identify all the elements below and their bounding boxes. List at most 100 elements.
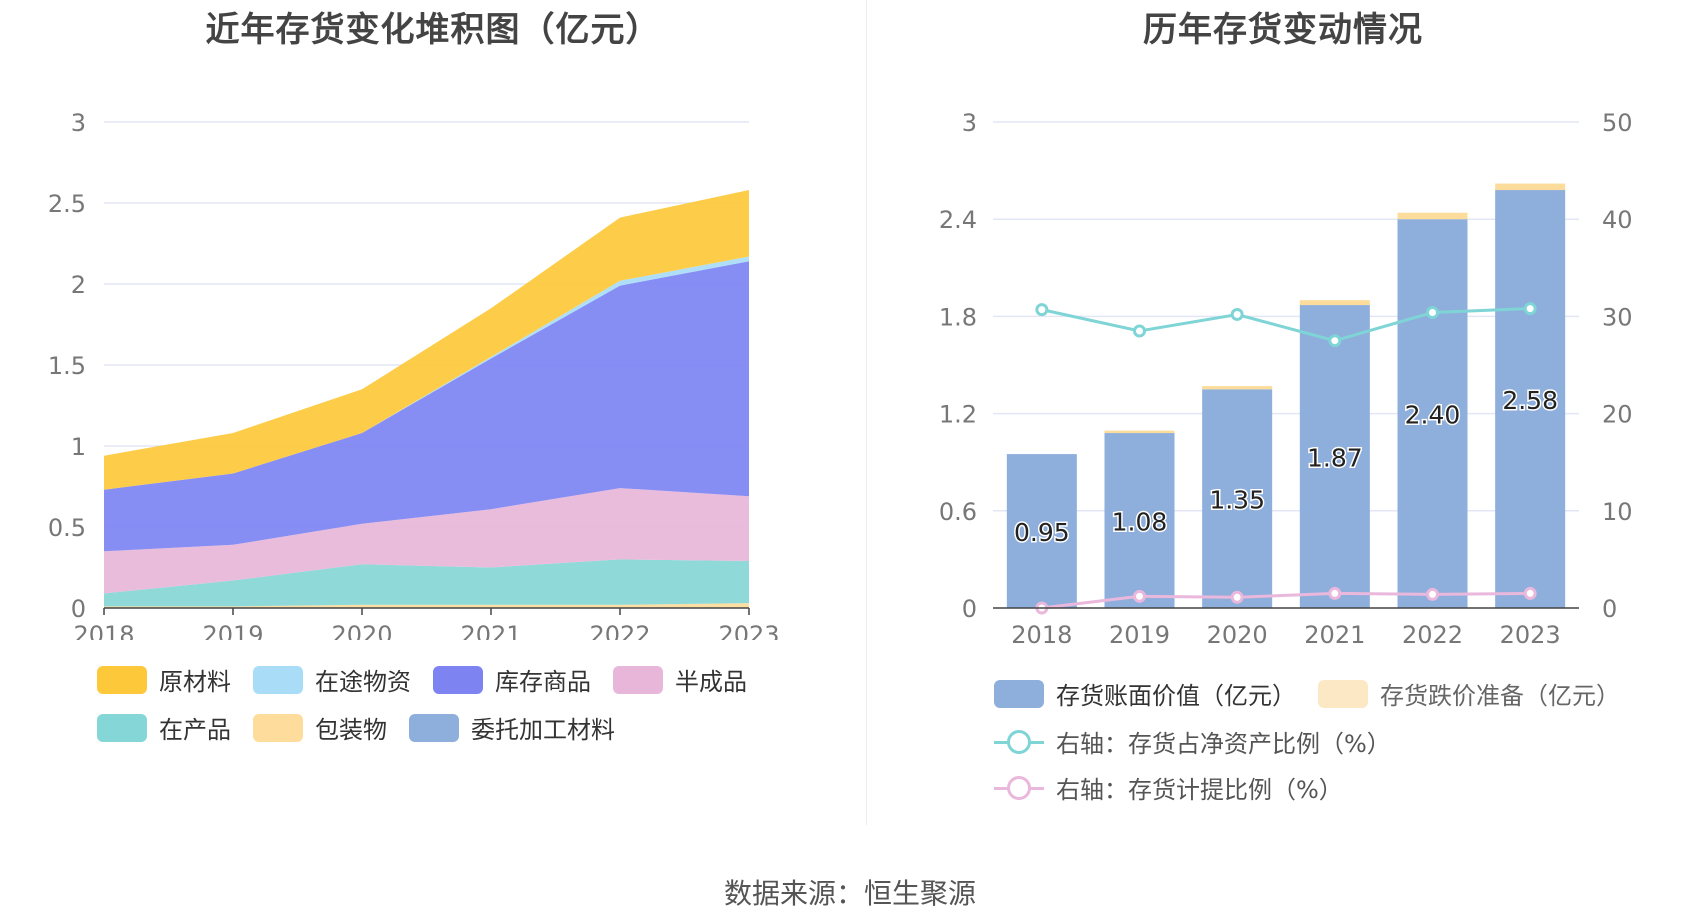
line-point [1328,334,1342,348]
legend-label-packaging: 包装物 [315,716,387,744]
legend-item-packaging[interactable]: 包装物 [253,710,387,745]
y2-tick-label: 40 [1602,206,1633,234]
left-chart-title: 近年存货变化堆积图（亿元） [205,10,661,50]
right-chart-panel: 历年存货变动情况 0 0.6 1.2 1.8 2.4 3 0 10 20 30 40 50 0.95 1.… [866,0,1700,830]
line-point [1328,586,1342,600]
legend-item-book-value[interactable]: 存货账面价值（亿元） [994,676,1296,711]
x-tick-label: 2020 [1207,621,1268,649]
left-chart-panel: 近年存货变化堆积图（亿元） 0 0.5 1 1.5 2 2.5 3 2018 2019 2020 2… [0,0,866,830]
line-point [1230,307,1244,321]
y-tick-label: 3 [962,109,977,137]
y-tick-label: 2.4 [939,206,977,234]
bar-value-label: 1.35 [1209,486,1265,515]
line-point [1035,303,1049,317]
legend-swatch-semi-finished [613,665,663,694]
y2-tick-label: 10 [1602,498,1633,526]
bar-book-value [1299,305,1370,608]
bar-book-value [1006,454,1077,608]
y2-tick-label: 0 [1602,595,1617,623]
bar-impairment [1495,183,1566,191]
right-chart-title: 历年存货变动情况 [1143,10,1423,50]
legend-swatch-packaging [253,713,303,742]
area-series [104,261,749,552]
y-tick-label: 0.6 [939,498,977,526]
x-tick-label: 2018 [1011,621,1072,649]
line-point [1133,324,1146,338]
y-tick-label: 0 [71,595,86,623]
legend-item-semi-finished[interactable]: 半成品 [613,662,747,697]
y-tick-label: 0.5 [48,514,86,542]
legend-swatch-outsourced [409,713,459,742]
legend-label-in-transit: 在途物资 [315,668,411,696]
x-tick-label: 2021 [1304,621,1365,649]
line-ratio-net-assets [1041,307,1531,343]
bar-value-label: 0.95 [1014,518,1070,547]
y-tick-label: 3 [71,109,86,137]
line-point [1230,590,1244,604]
y-tick-label: 0 [962,595,977,623]
x-tick-label: 2019 [1109,621,1170,649]
left-legend: 原材料 在途物资 库存商品 半成品 在产品 包装物 委托加工材料 [0,660,866,770]
legend-item-provision-ratio[interactable]: 右轴：存货计提比例（%） [994,770,1343,805]
legend-swatch-provision-ratio [994,774,1044,802]
x-tick-label: 2022 [589,621,650,640]
legend-item-raw-material[interactable]: 原材料 [97,662,231,697]
bar-value-label: 1.08 [1112,508,1168,537]
data-source: 数据来源：恒生聚源 [723,877,976,910]
x-tick-label: 2021 [460,621,521,640]
x-tick-label: 2022 [1402,621,1463,649]
bar-value-label: 2.40 [1405,401,1461,430]
y-tick-label: 1 [71,433,86,461]
line-point [1426,306,1439,320]
bar-book-value [1397,219,1468,608]
x-tick-label: 2019 [202,621,263,640]
area-series [104,603,749,608]
line-point [1133,589,1146,603]
y2-tick-label: 50 [1602,109,1633,137]
legend-label-raw-material: 原材料 [159,668,231,696]
bar-book-value [1495,190,1566,609]
line-point [1523,586,1537,600]
legend-item-ratio-net-assets[interactable]: 右轴：存货占净资产比例（%） [994,724,1391,759]
y2-tick-label: 20 [1602,401,1633,429]
legend-item-finished-goods[interactable]: 库存商品 [433,662,591,697]
x-tick-label: 2020 [331,621,392,640]
legend-swatch-wip [97,713,147,742]
bar-impairment [1397,212,1468,220]
legend-item-in-transit[interactable]: 在途物资 [253,662,411,697]
legend-swatch-impairment [1318,679,1368,708]
legend-swatch-raw-material [97,665,147,694]
legend-label-ratio-net-assets: 右轴：存货占净资产比例（%） [1056,730,1391,758]
y-tick-label: 2.5 [48,190,86,218]
area-series [104,559,749,607]
legend-swatch-ratio-net-assets [994,728,1044,756]
legend-swatch-finished-goods [433,665,483,694]
legend-label-finished-goods: 库存商品 [495,668,591,696]
legend-item-outsourced[interactable]: 委托加工材料 [409,710,615,745]
y-tick-label: 1.5 [48,352,86,380]
line-point [1426,587,1439,601]
legend-label-book-value: 存货账面价值（亿元） [1056,682,1296,710]
panel-divider [866,0,867,825]
bar-book-value [1202,389,1273,608]
legend-item-wip[interactable]: 在产品 [97,710,231,745]
legend-label-impairment: 存货跌价准备（亿元） [1380,682,1620,710]
bar-impairment [1202,386,1273,390]
x-tick-label: 2018 [73,621,134,640]
legend-item-impairment[interactable]: 存货跌价准备（亿元） [1318,676,1620,711]
legend-label-outsourced: 委托加工材料 [471,716,615,744]
legend-label-semi-finished: 半成品 [675,668,747,696]
legend-label-provision-ratio: 右轴：存货计提比例（%） [1056,776,1343,804]
x-tick-label: 2023 [718,621,779,640]
bar-impairment [1104,430,1175,434]
legend-swatch-book-value [994,679,1044,708]
y2-tick-label: 30 [1602,303,1633,331]
area-series [104,190,749,490]
area-series [104,488,749,594]
line-provision-ratio [1041,591,1531,610]
bar-book-value [1104,433,1175,608]
bar-value-label: 1.87 [1307,444,1363,473]
bar-value-label: 2.58 [1502,386,1558,415]
y-tick-label: 1.8 [939,303,977,331]
